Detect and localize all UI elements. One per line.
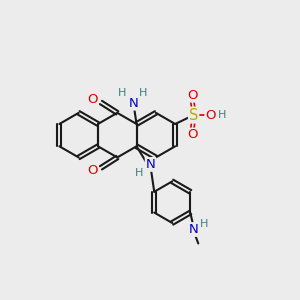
Text: O: O xyxy=(87,93,97,106)
Text: O: O xyxy=(87,164,97,177)
Text: H: H xyxy=(218,110,226,120)
Text: S: S xyxy=(189,108,198,123)
Text: O: O xyxy=(205,109,216,122)
Text: O: O xyxy=(187,128,197,142)
Text: N: N xyxy=(189,223,199,236)
Text: H: H xyxy=(200,219,208,229)
Text: H: H xyxy=(135,168,144,178)
Text: N: N xyxy=(146,158,155,171)
Text: O: O xyxy=(187,89,197,102)
Text: N: N xyxy=(129,97,139,110)
Text: H: H xyxy=(118,88,127,98)
Text: H: H xyxy=(139,88,147,98)
